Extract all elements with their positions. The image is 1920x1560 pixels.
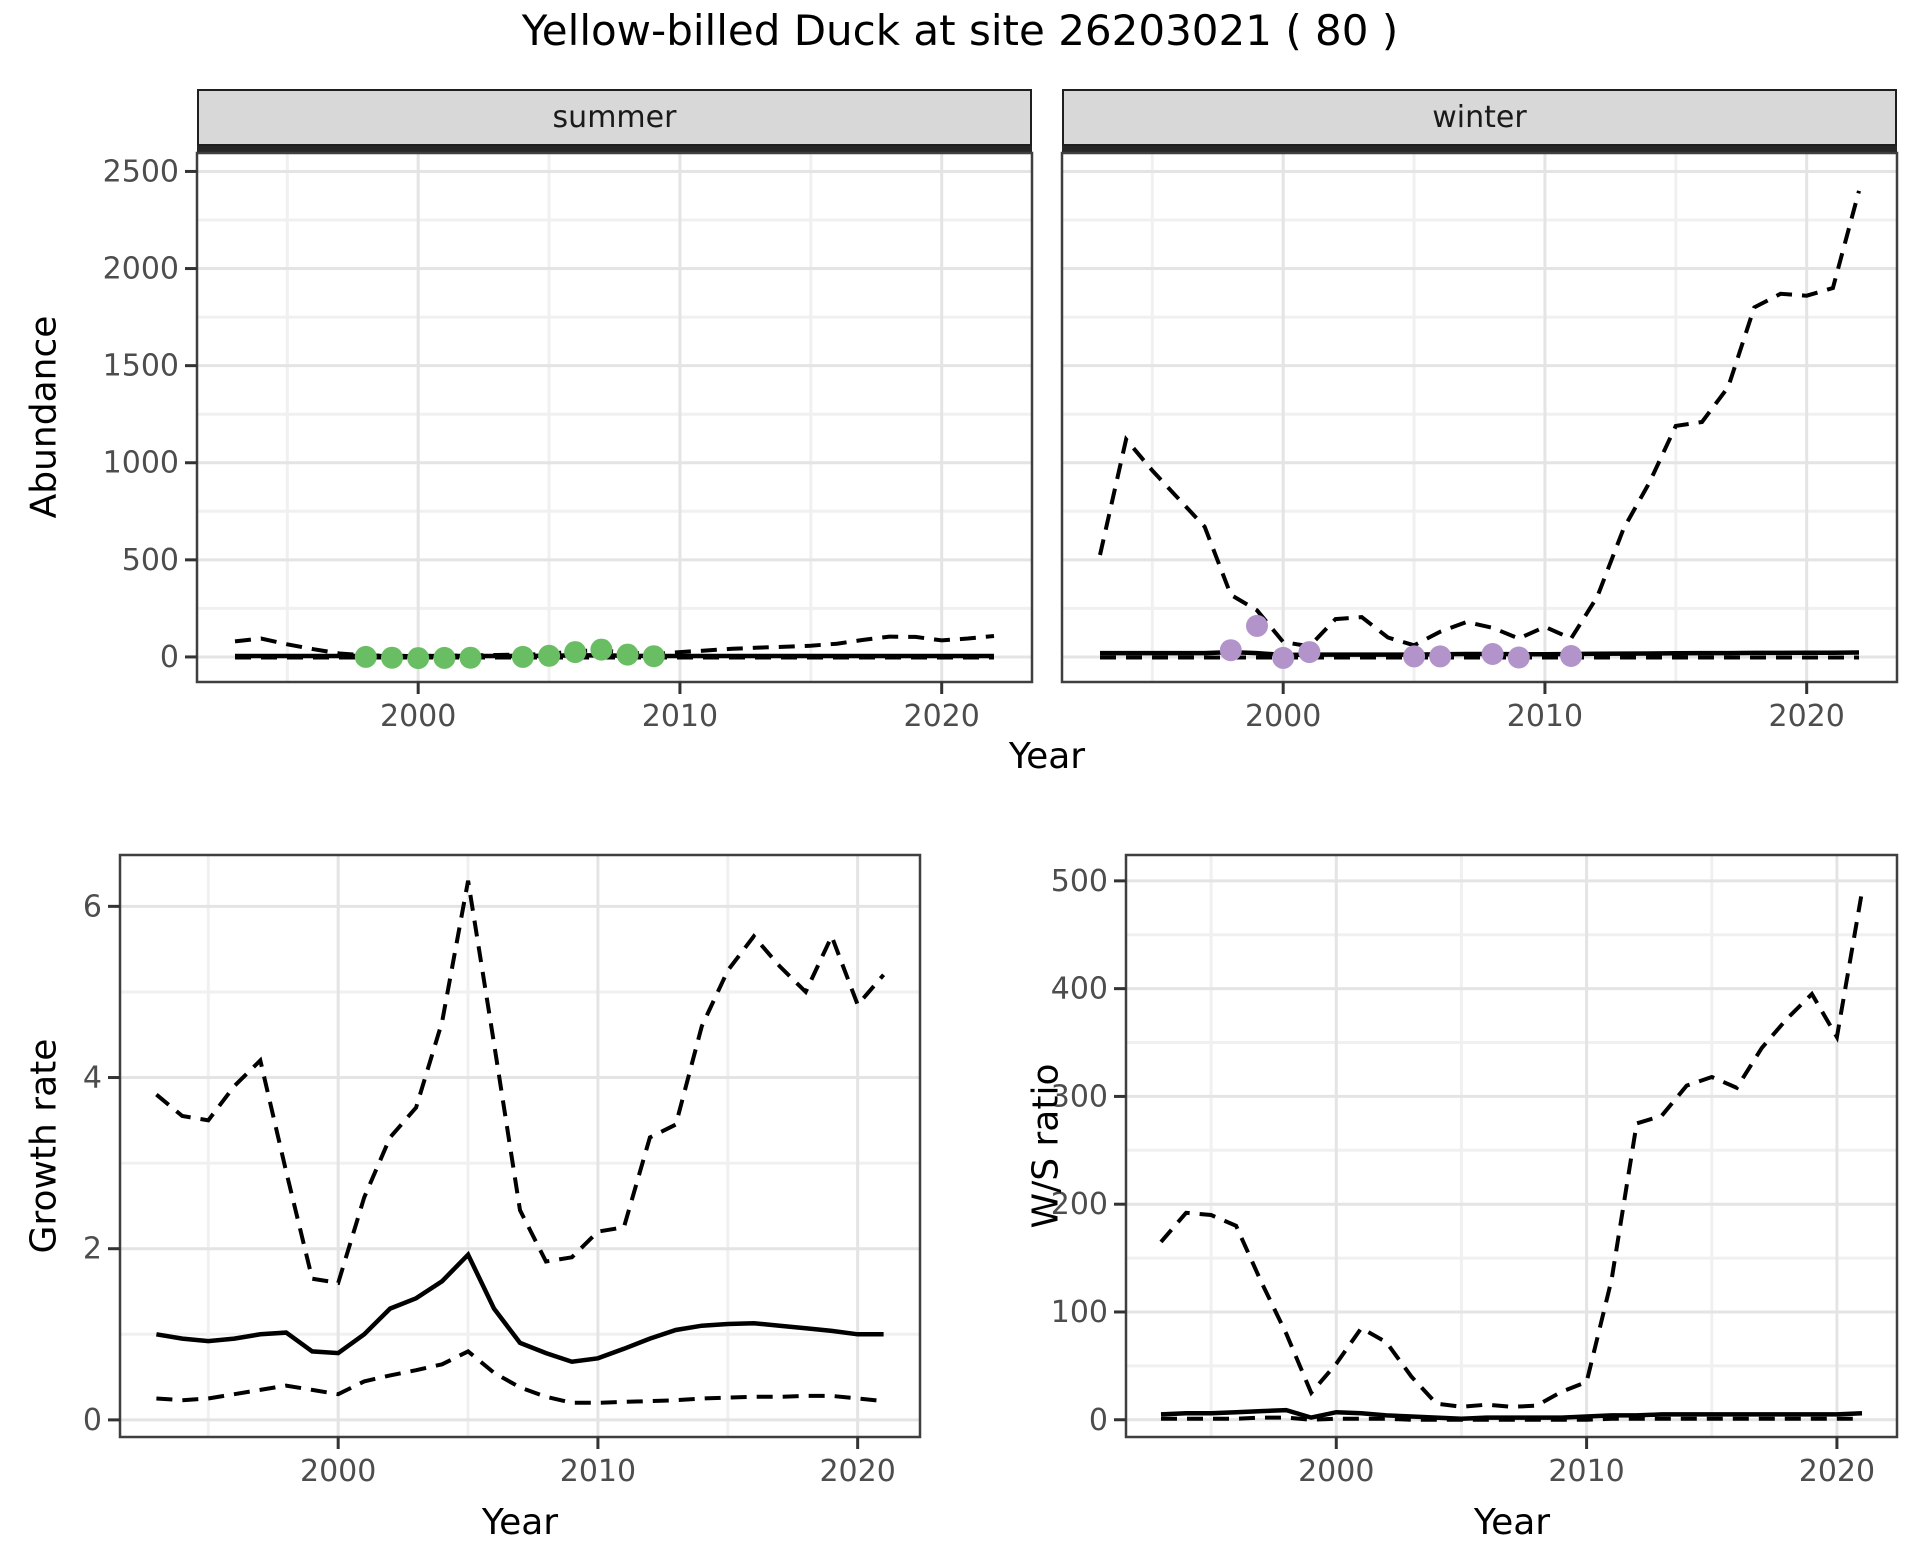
panel-ws-ratio: 2000 2010 2020 0 100 200 300 400 500	[1051, 853, 1899, 1489]
facet-strip-summer: summer	[197, 89, 1032, 146]
observation-point	[511, 645, 534, 668]
panel-abundance-winter: 2000 2010 2020	[1060, 151, 1899, 734]
upper_ci-line	[155, 880, 886, 1286]
strip-underline-winter	[1062, 146, 1897, 153]
panel-border	[195, 151, 1034, 684]
y-tick-label: 2000	[103, 252, 179, 287]
facet-strip-winter-label: winter	[1432, 100, 1527, 135]
observation-point	[1507, 646, 1530, 669]
y-tick-label: 300	[1051, 1079, 1108, 1114]
observation-point	[1429, 645, 1452, 668]
strip-underline-summer	[197, 146, 1032, 153]
panel-growth-rate: 2000 2010 2020 0 2 4 6	[83, 853, 922, 1489]
y-tick-label: 0	[1089, 1403, 1108, 1438]
upper_ci-line	[1159, 891, 1864, 1409]
x-tick-label: 2010	[560, 1454, 636, 1489]
observation-point	[1403, 645, 1426, 668]
observation-point	[564, 641, 587, 664]
observation-point	[407, 647, 430, 670]
observation-point	[433, 646, 456, 669]
y-tick-label: 0	[83, 1403, 102, 1438]
y-tick-label: 6	[83, 889, 102, 924]
y-axis-title-ws-ratio: W/S ratio	[1025, 1063, 1067, 1229]
lower_ci-line	[1161, 1415, 1862, 1422]
observation-point	[381, 646, 403, 669]
x-axis-title-top: Year	[1008, 736, 1086, 777]
x-tick-label: 2000	[300, 1454, 376, 1489]
observation-point	[616, 643, 639, 666]
x-tick-label: 2000	[1298, 1454, 1374, 1489]
y-tick-label: 4	[83, 1061, 102, 1096]
y-tick-label: 500	[1051, 864, 1108, 899]
y-tick-label: 200	[1051, 1187, 1108, 1222]
panel-abundance-summer: 2000 2010 2020 0 500 1000 1500 2000 2500	[103, 151, 1034, 734]
y-tick-label: 1500	[103, 349, 179, 384]
panel-border	[118, 853, 922, 1439]
y-tick-label: 400	[1051, 972, 1108, 1007]
x-tick-label: 2020	[904, 699, 980, 734]
panel-border	[1060, 151, 1899, 684]
x-axis-title-bottom-left: Year	[481, 1502, 559, 1543]
x-tick-label: 2000	[1245, 699, 1321, 734]
y-axis-title-growth-rate: Growth rate	[23, 1038, 65, 1254]
upper_ci-line	[1098, 190, 1861, 649]
x-tick-label: 2020	[1769, 699, 1845, 734]
x-axis-title-bottom-right: Year	[1473, 1502, 1551, 1543]
panel-border	[1124, 853, 1899, 1439]
observation-point	[1219, 639, 1242, 662]
median-line	[1100, 649, 1860, 658]
y-tick-label: 2500	[103, 154, 179, 189]
observation-point	[1272, 646, 1295, 669]
upper_ci-line	[234, 634, 995, 659]
x-tick-label: 2010	[1548, 1454, 1624, 1489]
observation-point	[1560, 645, 1583, 667]
plot-title: Yellow-billed Duck at site 26203021 ( 80…	[521, 6, 1399, 55]
observation-point	[459, 646, 482, 669]
observation-point	[1298, 641, 1321, 664]
median-line	[1160, 1407, 1863, 1421]
y-tick-label: 100	[1051, 1295, 1108, 1330]
x-tick-label: 2020	[1799, 1454, 1875, 1489]
observation-point	[1481, 643, 1504, 665]
facet-strip-summer-label: summer	[552, 100, 677, 135]
x-tick-label: 2010	[642, 699, 718, 734]
observation-point	[354, 645, 377, 668]
lower_ci-line	[156, 1349, 884, 1405]
y-axis-title-abundance: Abundance	[23, 315, 65, 519]
observation-point	[590, 638, 613, 661]
median-line	[156, 1250, 884, 1364]
observation-point	[642, 645, 665, 668]
x-tick-label: 2010	[1507, 699, 1583, 734]
y-tick-label: 0	[160, 640, 179, 675]
observation-point	[1246, 614, 1268, 637]
x-tick-label: 2000	[380, 699, 456, 734]
y-tick-label: 1000	[103, 446, 179, 481]
observation-point	[538, 644, 561, 667]
facet-strip-winter: winter	[1062, 89, 1897, 146]
x-tick-label: 2020	[819, 1454, 895, 1489]
y-tick-label: 2	[83, 1232, 102, 1267]
y-tick-label: 500	[122, 543, 179, 578]
